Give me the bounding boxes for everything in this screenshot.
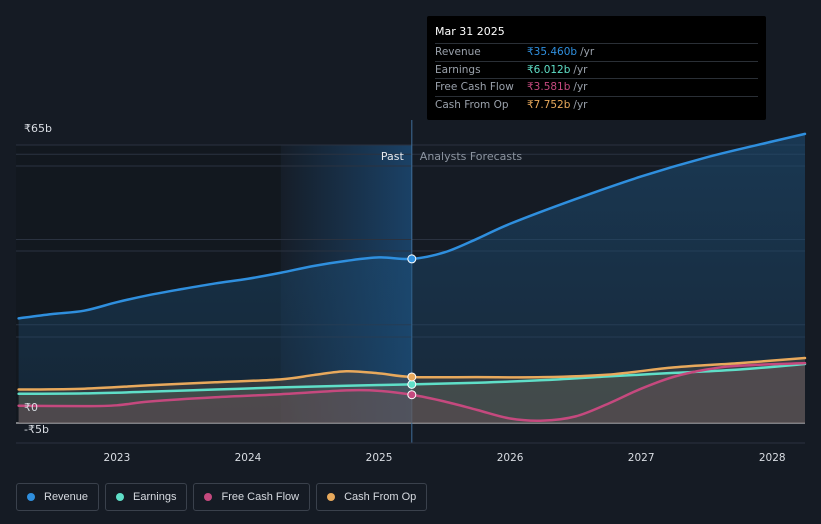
marker-free-cash-flow bbox=[407, 390, 417, 400]
tooltip: Mar 31 2025 Revenue ₹35.460b /yr Earning… bbox=[427, 16, 766, 120]
series-line-cash-from-op bbox=[17, 356, 807, 391]
tooltip-row-cash-from-op: Cash From Op ₹7.752b /yr bbox=[435, 95, 758, 114]
tooltip-label: Cash From Op bbox=[435, 98, 509, 111]
legend-label: Free Cash Flow bbox=[221, 491, 300, 503]
tooltip-unit: /yr bbox=[573, 81, 588, 94]
chart-area: ₹65b ₹0 -₹5b 2023 2024 2025 2026 2027 2028 Past An… bbox=[16, 16, 807, 464]
tooltip-value: ₹3.581b bbox=[527, 81, 571, 94]
legend-label: Revenue bbox=[44, 491, 89, 503]
tooltip-unit: /yr bbox=[580, 46, 595, 59]
x-tick-label: 2027 bbox=[628, 452, 655, 464]
tooltip-unit: /yr bbox=[573, 63, 588, 76]
series-fill-free-cash-flow bbox=[18, 363, 805, 423]
legend-dot-icon bbox=[204, 493, 213, 501]
x-tick-label: 2028 bbox=[759, 452, 786, 464]
legend-dot-icon bbox=[27, 493, 35, 501]
tooltip-unit: /yr bbox=[573, 98, 588, 111]
x-tick-label: 2026 bbox=[497, 452, 524, 464]
past-label: Past bbox=[381, 150, 405, 163]
tooltip-row-free-cash-flow: Free Cash Flow ₹3.581b /yr bbox=[435, 78, 758, 96]
legend-item-revenue[interactable]: Revenue bbox=[16, 483, 100, 511]
y-tick-label: ₹0 bbox=[24, 401, 38, 414]
legend-item-cash-from-op[interactable]: Cash From Op bbox=[316, 483, 428, 511]
y-tick-label: ₹65b bbox=[24, 122, 52, 135]
series-line-free-cash-flow bbox=[17, 361, 807, 422]
revenue-earnings-chart: ₹65b ₹0 -₹5b 2023 2024 2025 2026 2027 2028 Past An… bbox=[16, 120, 807, 464]
tooltip-label: Earnings bbox=[435, 63, 481, 76]
legend-dot-icon bbox=[116, 493, 125, 501]
legend-dot-icon bbox=[327, 493, 336, 501]
legend-label: Cash From Op bbox=[344, 491, 417, 503]
legend-item-free-cash-flow[interactable]: Free Cash Flow bbox=[193, 483, 311, 511]
marker-earnings bbox=[407, 379, 417, 389]
series-line-revenue bbox=[17, 132, 807, 320]
tooltip-date: Mar 31 2025 bbox=[435, 25, 505, 38]
tooltip-row-earnings: Earnings ₹6.012b /yr bbox=[435, 60, 758, 79]
tooltip-value: ₹6.012b bbox=[527, 63, 571, 76]
y-tick-label: -₹5b bbox=[24, 423, 49, 436]
legend-label: Earnings bbox=[133, 491, 177, 503]
tooltip-label: Free Cash Flow bbox=[435, 81, 514, 94]
tooltip-value: ₹35.460b bbox=[527, 46, 578, 59]
tooltip-label: Revenue bbox=[435, 46, 481, 59]
x-tick-label: 2023 bbox=[104, 452, 131, 464]
tooltip-row-revenue: Revenue ₹35.460b /yr bbox=[435, 43, 758, 61]
marker-cash-from-op bbox=[407, 372, 417, 382]
x-tick-label: 2024 bbox=[235, 452, 262, 464]
marker-revenue bbox=[407, 254, 417, 264]
forecast-label: Analysts Forecasts bbox=[420, 150, 523, 163]
tooltip-value: ₹7.752b bbox=[527, 98, 571, 111]
legend-item-earnings[interactable]: Earnings bbox=[105, 483, 188, 511]
legend: Revenue Earnings Free Cash Flow Cash Fro… bbox=[16, 483, 428, 511]
x-tick-label: 2025 bbox=[366, 452, 393, 464]
series-fill-revenue bbox=[18, 133, 805, 424]
